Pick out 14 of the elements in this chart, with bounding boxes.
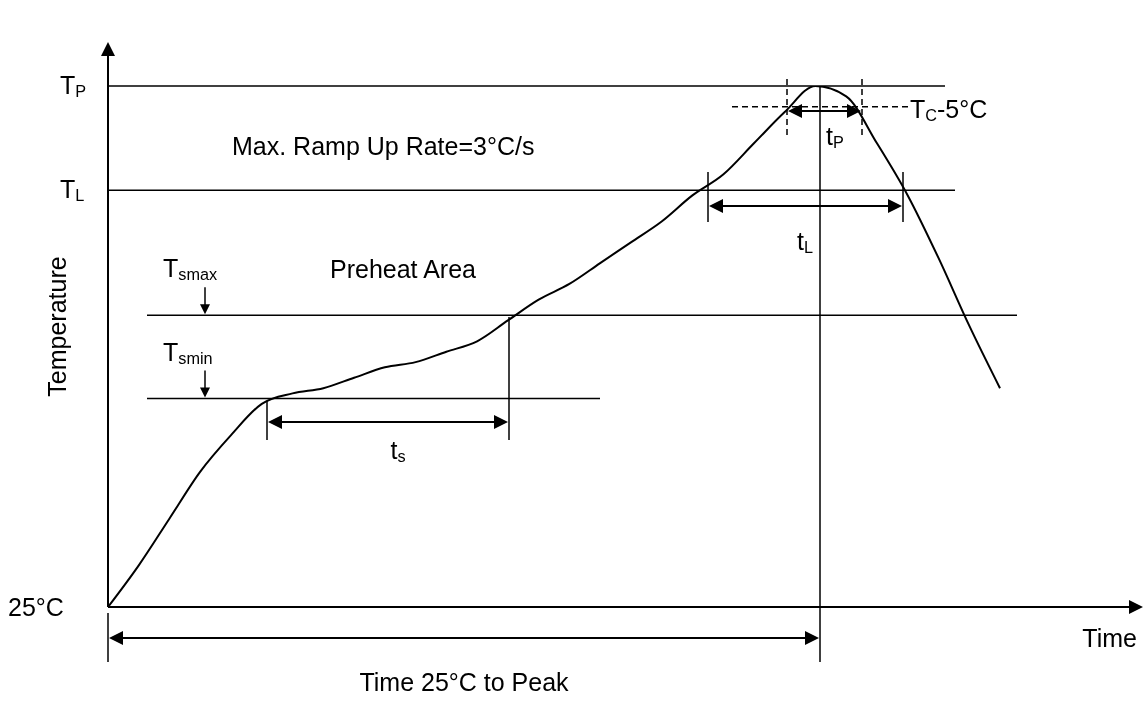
- annotation: Max. Ramp Up Rate=3°C/s: [232, 132, 535, 160]
- text: 25°C: [8, 593, 64, 621]
- legend-label: T$_{smin}$: [163, 337, 213, 367]
- annotation: t$_{s}$: [390, 436, 406, 466]
- ref-line-label: T$_{P}$: [60, 71, 87, 101]
- ref-line-label: T$_{L}$: [60, 175, 85, 205]
- annotation: t$_{L}$: [797, 227, 813, 257]
- text: Time 25°C to Peak: [359, 668, 570, 696]
- x-axis-title: Time: [1082, 624, 1137, 652]
- annotation: t$_{P}$: [826, 122, 844, 152]
- ref-line-label: T$_{smax}$: [163, 254, 218, 284]
- ref-line-label: T$_{C}$-5°C: [910, 94, 988, 125]
- annotation: Preheat Area: [330, 255, 477, 283]
- y-axis-title: Temperature: [43, 256, 71, 397]
